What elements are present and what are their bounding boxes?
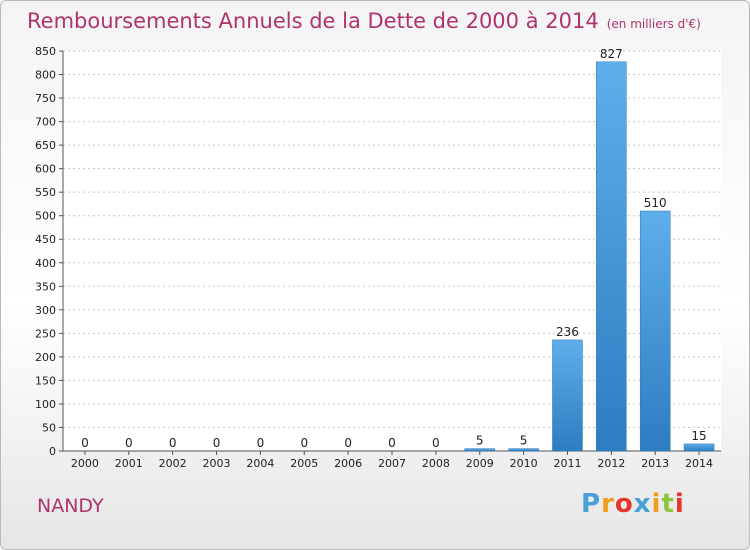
x-tick-label: 2012 [597,457,625,470]
bar [552,339,583,452]
logo-letter: i [651,489,662,519]
chart-title: Remboursements Annuels de la Dette de 20… [27,9,701,33]
x-tick-label: 2002 [159,457,187,470]
y-tick-label: 150 [35,374,56,387]
y-tick-label: 850 [35,45,56,58]
y-tick-label: 400 [35,257,56,270]
x-tick-label: 2009 [466,457,494,470]
y-tick-label: 550 [35,186,56,199]
value-label: 0 [388,436,396,450]
logo-letter: r [601,489,615,519]
x-tick-label: 2011 [553,457,581,470]
logo-letter: o [614,489,634,519]
value-label: 236 [556,325,579,339]
x-tick-label: 2001 [115,457,143,470]
x-tick-label: 2000 [71,457,99,470]
value-label: 0 [432,436,440,450]
x-tick-label: 2008 [422,457,450,470]
y-tick-label: 100 [35,398,56,411]
value-label: 5 [520,434,528,448]
value-label: 0 [213,436,221,450]
y-tick-label: 0 [49,445,56,458]
x-tick-label: 2014 [685,457,713,470]
x-tick-label: 2006 [334,457,362,470]
x-tick-label: 2013 [641,457,669,470]
bar [508,448,539,452]
y-tick-label: 350 [35,280,56,293]
title-text: Remboursements Annuels de la Dette de 20… [27,9,599,33]
city-name: NANDY [37,495,104,517]
value-label: 0 [169,436,177,450]
y-tick-label: 450 [35,233,56,246]
y-tick-label: 600 [35,163,56,176]
y-tick-label: 300 [35,304,56,317]
value-label: 5 [476,434,484,448]
y-tick-label: 700 [35,116,56,129]
logo-letter: t [661,489,675,519]
value-label: 510 [644,196,667,210]
logo-letter: P [581,489,602,519]
value-label: 827 [600,47,623,61]
y-tick-label: 50 [42,421,56,434]
bar [464,448,495,452]
chart-subtitle: (en milliers d'€) [606,17,701,31]
y-tick-label: 500 [35,210,56,223]
x-tick-label: 2010 [510,457,538,470]
value-label: 0 [125,436,133,450]
x-tick-label: 2007 [378,457,406,470]
value-label: 15 [691,429,706,443]
value-label: 0 [81,436,89,450]
x-tick-label: 2005 [290,457,318,470]
value-label: 0 [257,436,265,450]
bar [596,61,627,452]
x-tick-label: 2004 [246,457,274,470]
bar [683,443,715,452]
value-label: 0 [300,436,308,450]
proxiti-logo: Proxiti [581,489,685,519]
logo-letter: x [633,489,652,519]
y-tick-label: 250 [35,327,56,340]
value-label: 0 [344,436,352,450]
y-tick-label: 800 [35,69,56,82]
logo-letter: i [674,489,685,519]
x-tick-label: 2003 [203,457,231,470]
y-tick-label: 200 [35,351,56,364]
bar [639,210,671,452]
y-tick-label: 650 [35,139,56,152]
y-tick-label: 750 [35,92,56,105]
